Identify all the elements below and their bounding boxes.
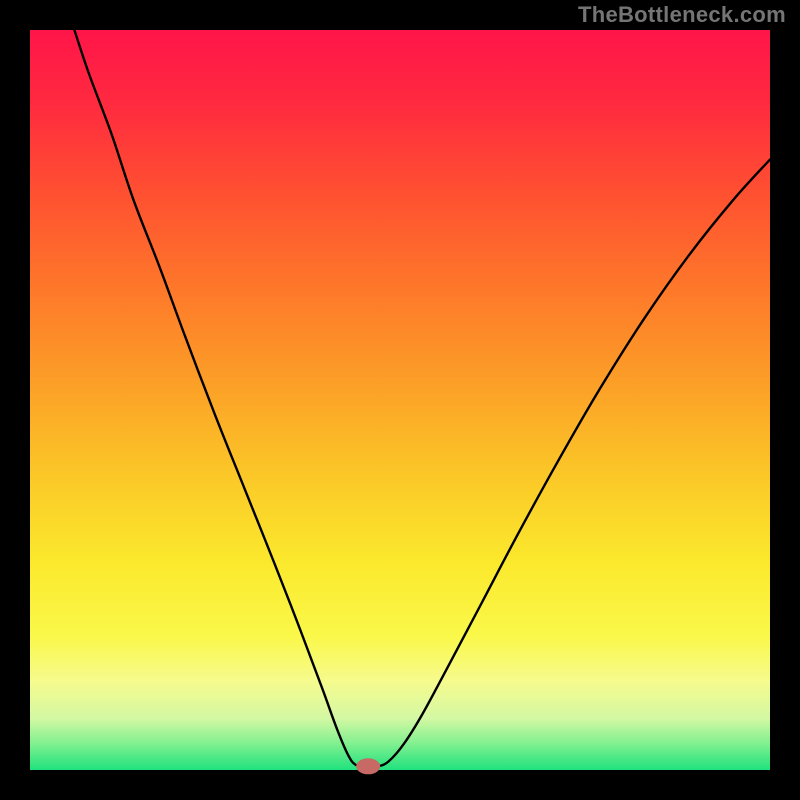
optimal-point-marker [356, 758, 380, 774]
chart-container: TheBottleneck.com [0, 0, 800, 800]
plot-gradient-background [30, 30, 770, 770]
watermark-text: TheBottleneck.com [578, 2, 786, 28]
bottleneck-chart [0, 0, 800, 800]
